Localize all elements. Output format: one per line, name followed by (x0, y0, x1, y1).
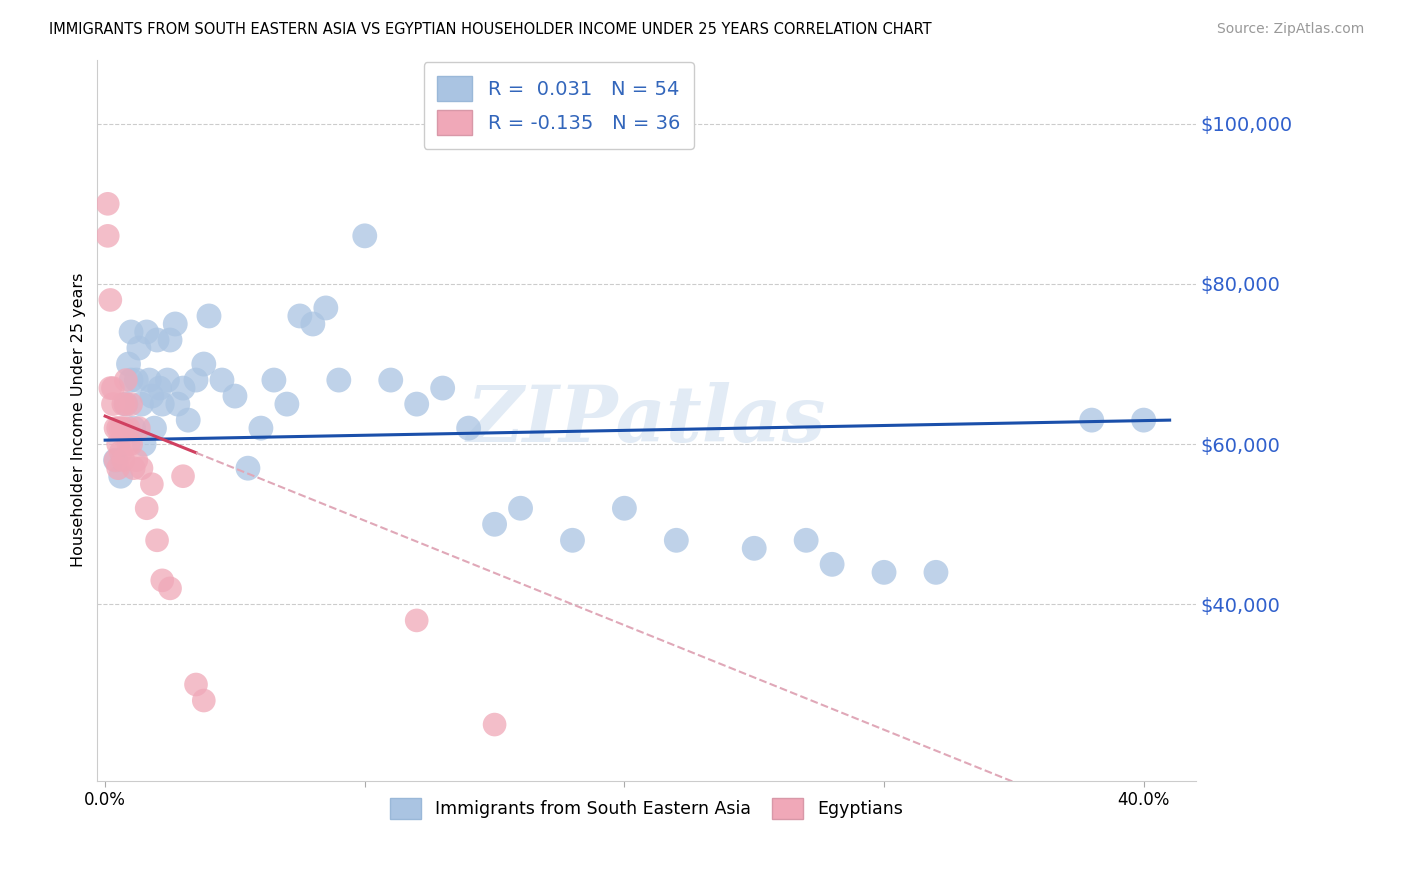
Point (98, 381, 121, 395)
Point (107, 437, 129, 451)
Point (120, 373, 142, 387)
Point (156, 373, 179, 387)
Point (110, 421, 132, 435)
Point (125, 453, 148, 467)
Point (132, 437, 155, 451)
Point (184, 373, 207, 387)
Point (821, 558, 844, 572)
Point (484, 717, 506, 731)
Point (172, 381, 194, 395)
Point (1132, 413, 1154, 427)
Y-axis label: Householder Income Under 25 years: Householder Income Under 25 years (72, 273, 86, 567)
Point (172, 469, 194, 483)
Point (250, 421, 273, 435)
Point (302, 317, 325, 331)
Point (224, 389, 246, 403)
Point (236, 461, 259, 475)
Point (112, 421, 135, 435)
Point (115, 397, 138, 411)
Point (159, 582, 181, 596)
Point (128, 421, 150, 435)
Point (665, 533, 688, 548)
Point (122, 421, 145, 435)
Point (135, 501, 157, 516)
Text: IMMIGRANTS FROM SOUTH EASTERN ASIA VS EGYPTIAN HOUSEHOLDER INCOME UNDER 25 YEARS: IMMIGRANTS FROM SOUTH EASTERN ASIA VS EG… (49, 22, 932, 37)
Point (509, 501, 531, 516)
Point (107, 421, 129, 435)
Point (104, 453, 127, 467)
Point (128, 341, 150, 355)
Point (380, 373, 402, 387)
Point (328, 373, 350, 387)
Point (198, 309, 221, 323)
Point (184, 677, 207, 691)
Text: Source: ZipAtlas.com: Source: ZipAtlas.com (1216, 22, 1364, 37)
Point (120, 437, 142, 451)
Point (263, 373, 285, 387)
Point (143, 421, 166, 435)
Point (288, 309, 311, 323)
Point (117, 437, 139, 451)
Point (141, 477, 163, 491)
Text: ZIPatlas: ZIPatlas (467, 382, 827, 458)
Point (122, 461, 145, 475)
Point (120, 397, 142, 411)
Point (405, 397, 427, 411)
Point (117, 357, 139, 371)
Point (150, 397, 173, 411)
Point (107, 461, 129, 475)
Point (353, 228, 375, 243)
Point (484, 517, 506, 532)
Point (150, 574, 173, 588)
Point (873, 566, 896, 580)
Point (131, 397, 153, 411)
Point (457, 421, 479, 435)
Point (146, 533, 169, 548)
Point (165, 317, 187, 331)
Point (115, 397, 138, 411)
Point (561, 533, 583, 548)
Point (112, 453, 135, 467)
Point (141, 389, 163, 403)
Legend: Immigrants from South Eastern Asia, Egyptians: Immigrants from South Eastern Asia, Egyp… (382, 791, 910, 826)
Point (112, 397, 135, 411)
Point (166, 397, 188, 411)
Point (117, 421, 139, 435)
Point (104, 453, 127, 467)
Point (101, 397, 124, 411)
Point (159, 333, 181, 347)
Point (193, 693, 215, 707)
Point (794, 533, 817, 548)
Point (211, 373, 233, 387)
Point (432, 381, 454, 395)
Point (131, 461, 153, 475)
Point (276, 397, 298, 411)
Point (120, 325, 142, 339)
Point (135, 325, 157, 339)
Point (613, 501, 636, 516)
Point (149, 381, 172, 395)
Point (146, 333, 169, 347)
Point (177, 413, 200, 427)
Point (97, 196, 120, 211)
Point (125, 373, 148, 387)
Point (1080, 413, 1102, 427)
Point (110, 469, 132, 483)
Point (98, 293, 121, 307)
Point (110, 445, 132, 459)
Point (405, 614, 427, 628)
Point (925, 566, 948, 580)
Point (104, 421, 127, 435)
Point (315, 301, 337, 315)
Point (97, 228, 120, 243)
Point (101, 381, 124, 395)
Point (193, 357, 215, 371)
Point (115, 373, 138, 387)
Point (742, 541, 765, 556)
Point (138, 373, 160, 387)
